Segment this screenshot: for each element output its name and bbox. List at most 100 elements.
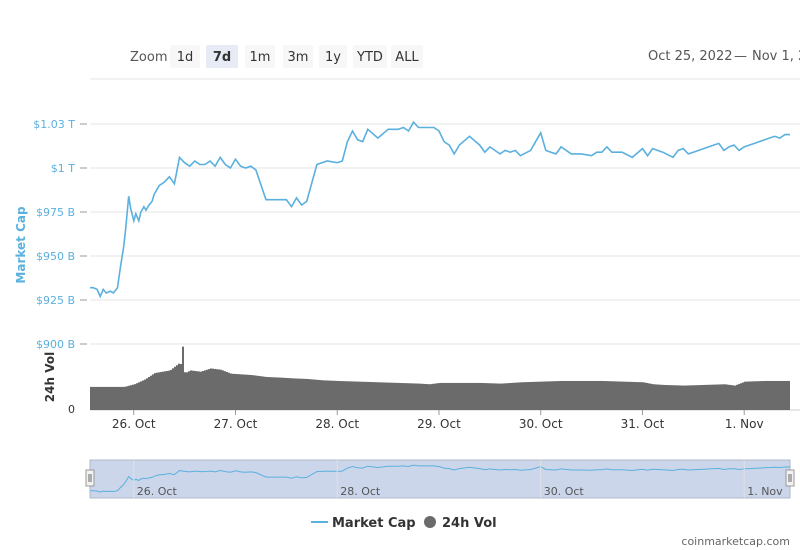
volume-bar [614, 381, 616, 410]
x-tick-label: 31. Oct [621, 417, 665, 431]
volume-bar [694, 385, 696, 410]
volume-bar [718, 384, 720, 410]
volume-bar [176, 365, 178, 410]
volume-bar [674, 385, 676, 410]
volume-bar [92, 386, 94, 410]
volume-bar [294, 378, 296, 410]
volume-bar [156, 372, 158, 410]
date-from[interactable]: Oct 25, 2022 [648, 49, 733, 64]
volume-bar [534, 381, 536, 410]
zoom-button-bg [283, 45, 313, 68]
volume-bar [326, 380, 328, 410]
volume-bar [420, 383, 422, 410]
volume-bar [334, 380, 336, 410]
volume-bar [746, 381, 748, 410]
volume-bar [402, 383, 404, 410]
volume-bar [448, 382, 450, 410]
y-tick-label: $1.03 T [33, 118, 75, 131]
volume-bar [366, 381, 368, 410]
legend-volume[interactable]: 24h Vol [442, 516, 497, 531]
zoom-button-1m[interactable]: 1m [245, 45, 275, 68]
volume-bar [292, 378, 294, 410]
volume-bar [272, 377, 274, 410]
x-tick-label: 26. Oct [112, 417, 156, 431]
navigator[interactable]: 26. Oct 28. Oct 30. Oct 1. Nov [85, 459, 795, 499]
volume-bar [752, 381, 754, 410]
volume-bar [700, 385, 702, 410]
volume-bar [394, 382, 396, 410]
zoom-button-1d[interactable]: 1d [170, 45, 200, 68]
volume-bar [192, 370, 194, 410]
volume-bar [526, 382, 528, 410]
volume-bar [354, 381, 356, 410]
volume-bar [508, 383, 510, 410]
navigator-handle-right[interactable] [785, 469, 795, 487]
volume-bar [196, 371, 198, 410]
volume-bar [474, 382, 476, 410]
volume-bar [646, 382, 648, 410]
y-tick-label: $975 B [36, 206, 75, 219]
volume-bar [258, 375, 260, 410]
volume-bar [514, 382, 516, 410]
volume-bar [488, 383, 490, 410]
volume-bar [412, 383, 414, 410]
navigator-window[interactable] [89, 459, 791, 499]
volume-bar [774, 380, 776, 410]
volume-bar [618, 381, 620, 410]
volume-bar [630, 381, 632, 410]
volume-bar [222, 370, 224, 410]
y-axis-label: Market Cap [14, 206, 28, 284]
zoom-button-7d[interactable]: 7d [206, 45, 238, 68]
volume-bar [252, 375, 254, 410]
volume-bar [580, 380, 582, 410]
volume-bar [316, 379, 318, 410]
volume-bar [710, 384, 712, 410]
volume-bar [152, 374, 154, 410]
volume-bar [536, 381, 538, 410]
volume-bar [706, 384, 708, 410]
volume-bar [682, 385, 684, 410]
volume-bar [494, 383, 496, 410]
volume-bar [200, 371, 202, 410]
volume-bar [656, 384, 658, 410]
volume-bar [684, 385, 686, 410]
zoom-button-bg [391, 45, 423, 68]
volume-bar [572, 380, 574, 410]
volume-bar [762, 381, 764, 410]
date-to[interactable]: Nov 1, 2 [752, 49, 800, 64]
volume-bar [228, 372, 230, 410]
volume-bar [266, 376, 268, 410]
volume-bar [138, 382, 140, 410]
volume-bar [570, 380, 572, 410]
volume-bar [770, 380, 772, 410]
volume-bar [256, 375, 258, 410]
volume-bar [332, 380, 334, 410]
volume-bar [564, 380, 566, 410]
volume-bar [510, 382, 512, 410]
volume-bar [188, 371, 190, 410]
volume-bar [638, 382, 640, 410]
volume-bar [644, 382, 646, 410]
volume-bar [118, 386, 120, 410]
y-axis-ticks: $1.03 T $1 T $975 B $950 B $925 B $900 B [33, 118, 87, 351]
volume-bar [342, 381, 344, 410]
volume-bar [568, 380, 570, 410]
volume-bar [230, 373, 232, 410]
volume-bar [730, 385, 732, 410]
y-tick-label: $900 B [36, 338, 75, 351]
volume-bar [248, 374, 250, 410]
volume-bar [340, 381, 342, 410]
zoom-buttons: 1d 7d 1m 3m 1y YTD ALL [170, 45, 423, 68]
volume-bar [318, 379, 320, 410]
volume-bar [560, 380, 562, 410]
volume-bar [108, 386, 110, 410]
navigator-handle-left[interactable] [85, 469, 95, 487]
zoom-button-ytd[interactable]: YTD [353, 45, 387, 68]
zoom-button-all[interactable]: ALL [391, 45, 423, 68]
legend-market-cap[interactable]: Market Cap [332, 516, 416, 531]
zoom-button-1y[interactable]: 1y [319, 45, 347, 68]
volume-bar [126, 386, 128, 410]
zoom-button-3m[interactable]: 3m [283, 45, 313, 68]
volume-bar [670, 385, 672, 410]
volume-bar [788, 380, 790, 410]
